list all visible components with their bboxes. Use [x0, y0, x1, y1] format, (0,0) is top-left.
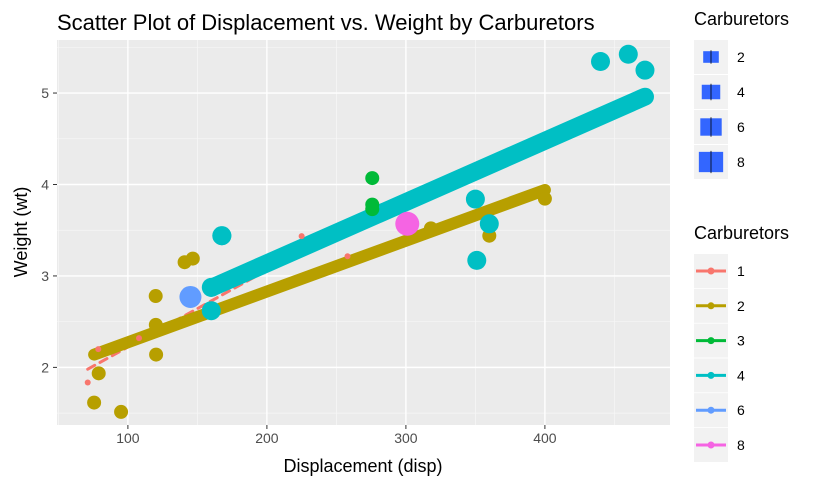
color-key-dot — [707, 267, 715, 275]
point-carb-2 — [148, 317, 163, 332]
size-legend-title: Carburetors — [694, 9, 789, 29]
color-key-label: 4 — [737, 367, 745, 383]
point-carb-2 — [114, 404, 129, 419]
y-tick-label: 5 — [41, 85, 49, 101]
point-carb-2 — [423, 221, 438, 236]
color-key-dot — [707, 371, 715, 379]
point-carb-1 — [344, 253, 351, 260]
x-tick-label: 100 — [116, 430, 140, 446]
point-carb-2 — [148, 289, 163, 304]
point-carb-2 — [91, 366, 106, 381]
y-tick-label: 2 — [41, 359, 49, 375]
x-tick-label: 300 — [394, 430, 418, 446]
size-key-label: 4 — [737, 84, 745, 100]
regression-lines — [86, 87, 654, 371]
point-carb-4 — [635, 60, 655, 80]
x-axis-label: Displacement (disp) — [283, 456, 442, 476]
point-carb-4 — [201, 301, 221, 321]
size-key-label: 2 — [737, 49, 745, 65]
point-carb-1 — [298, 233, 305, 240]
point-carb-4 — [212, 226, 232, 246]
point-carb-1 — [136, 335, 143, 342]
point-carb-2 — [149, 347, 164, 362]
fit-line-carb-2 — [88, 183, 551, 361]
point-carb-1 — [95, 346, 102, 353]
point-carb-6 — [179, 285, 202, 308]
point-carb-4 — [590, 51, 610, 71]
point-carb-1 — [84, 379, 91, 386]
y-tick-label: 4 — [41, 176, 49, 192]
color-legend-title: Carburetors — [694, 223, 789, 243]
x-tick-label: 400 — [533, 430, 557, 446]
point-carb-2 — [87, 395, 102, 410]
point-carb-3 — [365, 197, 380, 212]
fit-line-carb-4 — [202, 87, 654, 297]
color-key-dot — [707, 441, 715, 449]
color-key-label: 1 — [737, 263, 745, 279]
color-key-label: 3 — [737, 333, 745, 349]
color-key-dot — [707, 406, 715, 414]
chart-title: Scatter Plot of Displacement vs. Weight … — [57, 10, 595, 35]
size-key-label: 6 — [737, 119, 745, 135]
y-tick-label: 3 — [41, 268, 49, 284]
y-axis-label: Weight (wt) — [11, 187, 31, 278]
color-key-dot — [707, 302, 715, 310]
grid-lines — [57, 40, 670, 425]
axes: 100 200 300 400 2 3 4 5 — [41, 85, 557, 446]
point-carb-2 — [537, 191, 552, 206]
point-carb-4 — [479, 214, 499, 234]
point-carb-4 — [465, 189, 485, 209]
point-carb-4 — [467, 250, 487, 270]
color-key-label: 8 — [737, 437, 745, 453]
point-carb-4 — [618, 44, 638, 64]
color-key-label: 6 — [737, 402, 745, 418]
size-key-label: 8 — [737, 154, 745, 170]
point-carb-8 — [395, 211, 420, 236]
color-key-label: 2 — [737, 298, 745, 314]
point-carb-3 — [365, 171, 380, 186]
color-key-dot — [707, 337, 715, 345]
size-legend: Carburetors 2 4 6 8 — [694, 9, 789, 179]
data-points — [84, 44, 655, 419]
x-tick-label: 200 — [255, 430, 279, 446]
point-carb-2 — [177, 255, 192, 270]
color-legend: Carburetors 1 2 3 4 6 8 — [694, 223, 789, 462]
point-carb-4 — [201, 277, 221, 297]
